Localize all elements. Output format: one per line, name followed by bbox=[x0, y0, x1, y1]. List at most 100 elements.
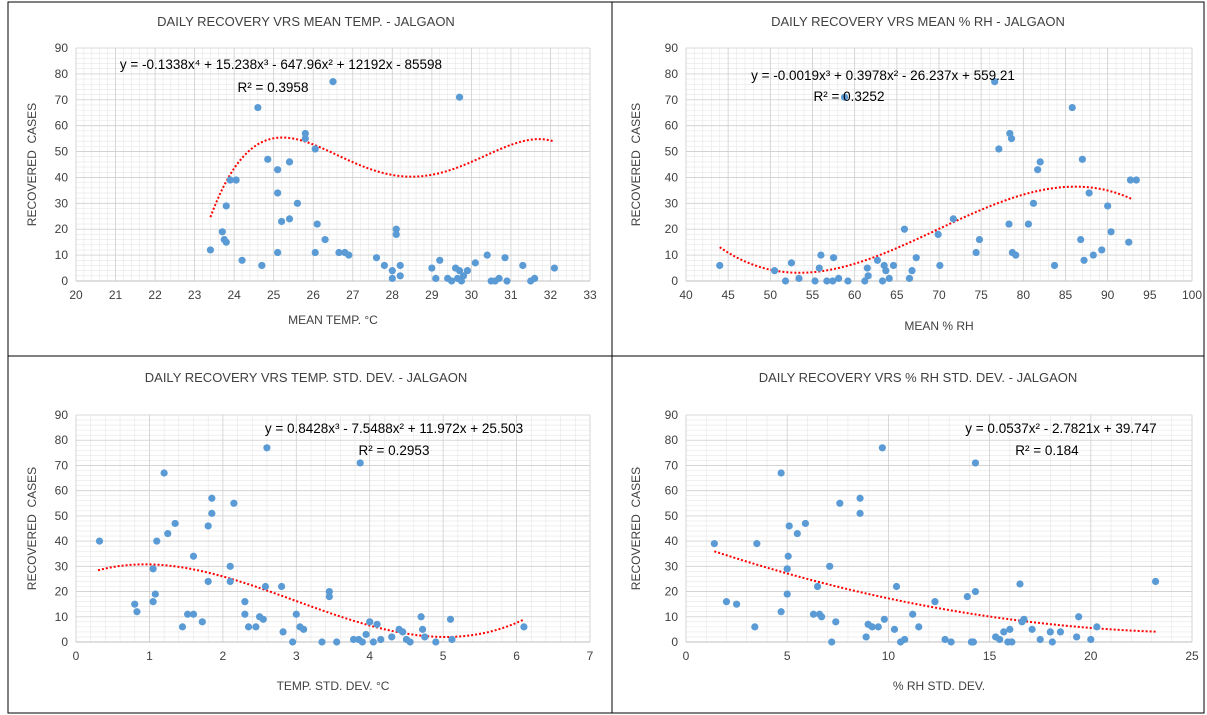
data-point bbox=[975, 235, 984, 244]
data-point bbox=[829, 277, 837, 285]
data-point bbox=[463, 267, 472, 275]
x-tick-label: 32 bbox=[544, 288, 558, 302]
y-tick-label: 0 bbox=[61, 635, 68, 649]
y-tick-label: 20 bbox=[55, 222, 69, 236]
data-point bbox=[455, 93, 464, 101]
data-point bbox=[1098, 246, 1106, 254]
data-point bbox=[996, 635, 1004, 644]
data-point bbox=[908, 267, 916, 275]
data-point bbox=[912, 254, 920, 262]
x-tick-label: 20 bbox=[69, 288, 83, 302]
data-point bbox=[885, 274, 893, 283]
x-tick-label: 4 bbox=[366, 649, 373, 663]
data-point bbox=[333, 638, 341, 646]
data-point bbox=[222, 202, 230, 210]
data-point bbox=[873, 256, 882, 264]
chart-title: DAILY RECOVERY VRS % RH STD. DEV. - JALG… bbox=[759, 370, 1078, 385]
data-point bbox=[844, 277, 852, 285]
data-point bbox=[252, 623, 260, 631]
data-point bbox=[300, 625, 308, 633]
y-tick-label: 40 bbox=[55, 170, 69, 184]
data-point bbox=[501, 254, 509, 262]
x-tick-label: 70 bbox=[932, 288, 946, 302]
y-axis-label: RECOVERED CASES bbox=[629, 467, 643, 590]
y-tick-label: 30 bbox=[55, 196, 69, 210]
data-point bbox=[815, 264, 823, 272]
panel-frame bbox=[7, 1, 1205, 714]
data-point bbox=[862, 633, 870, 641]
data-point bbox=[882, 267, 890, 275]
data-point bbox=[1087, 635, 1095, 644]
data-point bbox=[856, 494, 864, 502]
data-point bbox=[1080, 256, 1088, 264]
x-tick-label: 26 bbox=[307, 288, 321, 302]
data-point bbox=[971, 587, 980, 596]
data-point bbox=[149, 598, 157, 606]
data-point bbox=[1034, 166, 1042, 174]
y-axis-label: RECOVERED CASES bbox=[25, 103, 39, 226]
y-tick-label: 40 bbox=[55, 534, 69, 548]
data-point bbox=[318, 638, 326, 646]
data-point bbox=[131, 600, 139, 608]
x-axis-label: TEMP. STD. DEV. °C bbox=[277, 679, 390, 693]
y-tick-label: 10 bbox=[55, 248, 69, 262]
y-tick-label: 90 bbox=[55, 41, 69, 55]
data-point bbox=[274, 189, 282, 197]
y-tick-label: 30 bbox=[665, 196, 679, 210]
y-tick-label: 70 bbox=[55, 458, 69, 472]
data-point bbox=[1151, 577, 1160, 586]
x-tick-label: 31 bbox=[504, 288, 518, 302]
data-point bbox=[1024, 220, 1032, 228]
trendline bbox=[209, 136, 555, 218]
data-point bbox=[971, 459, 980, 467]
y-tick-label: 70 bbox=[665, 93, 679, 107]
data-point bbox=[289, 638, 297, 646]
data-point bbox=[261, 582, 270, 591]
data-point bbox=[178, 623, 187, 631]
y-axis-label: RECOVERED CASES bbox=[629, 103, 643, 226]
data-point bbox=[868, 623, 876, 631]
data-point bbox=[889, 261, 898, 270]
data-point bbox=[388, 633, 396, 641]
data-point bbox=[785, 522, 793, 530]
y-tick-label: 80 bbox=[665, 67, 679, 81]
data-point bbox=[1093, 623, 1101, 631]
data-point bbox=[171, 519, 179, 528]
data-point bbox=[995, 145, 1003, 153]
data-point bbox=[905, 274, 914, 283]
x-tick-label: 55 bbox=[806, 288, 820, 302]
data-point bbox=[274, 248, 282, 257]
y-tick-label: 0 bbox=[671, 274, 678, 288]
data-point bbox=[313, 220, 321, 228]
data-point bbox=[421, 633, 429, 641]
data-point bbox=[777, 608, 785, 616]
data-point bbox=[1000, 628, 1008, 636]
y-tick-label: 60 bbox=[665, 484, 679, 498]
data-point bbox=[813, 582, 822, 591]
x-tick-label: 2 bbox=[220, 649, 227, 663]
data-point bbox=[392, 230, 400, 238]
y-axis-label: RECOVERED CASES bbox=[25, 467, 39, 590]
y-tick-label: 10 bbox=[55, 610, 69, 624]
x-tick-label: 80 bbox=[1017, 288, 1031, 302]
chart-panel-1: 20 21 22 23 24 25 26 27 28 29 30 31 32 33 0 10 20 30 40 50 6… bbox=[25, 14, 597, 327]
y-tick-label: 0 bbox=[61, 274, 68, 288]
data-point bbox=[1068, 103, 1076, 112]
y-tick-label: 40 bbox=[665, 534, 679, 548]
data-point bbox=[531, 274, 539, 283]
data-point bbox=[1046, 628, 1054, 636]
data-point bbox=[446, 615, 455, 623]
data-point bbox=[770, 267, 779, 275]
data-points bbox=[95, 444, 528, 646]
data-point bbox=[373, 620, 381, 628]
data-point bbox=[519, 261, 527, 270]
data-point bbox=[1012, 251, 1020, 259]
data-point bbox=[160, 469, 168, 477]
data-point bbox=[293, 199, 302, 207]
y-tick-label: 90 bbox=[665, 408, 679, 422]
data-point bbox=[811, 277, 819, 285]
data-point bbox=[900, 225, 909, 233]
data-point bbox=[428, 264, 436, 272]
data-point bbox=[832, 618, 840, 626]
data-point bbox=[432, 274, 440, 283]
